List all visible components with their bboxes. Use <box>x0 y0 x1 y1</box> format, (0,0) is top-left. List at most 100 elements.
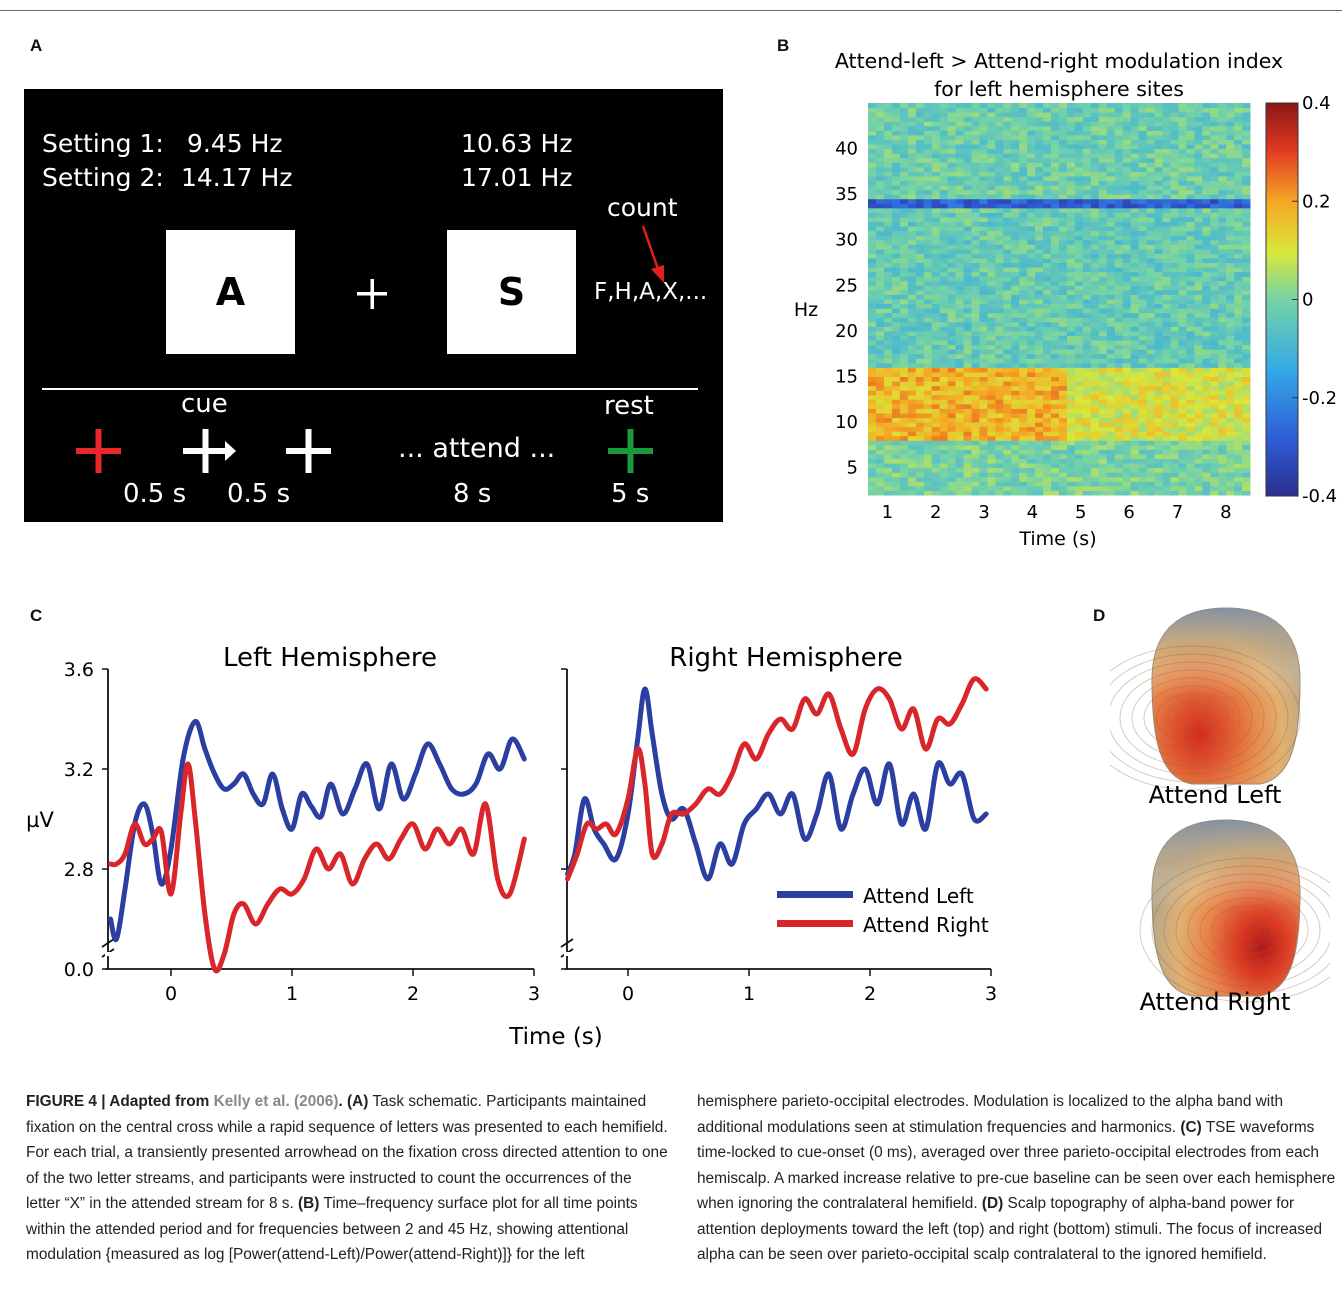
heatmap-cell <box>1082 271 1092 277</box>
heatmap-cell <box>1218 344 1227 350</box>
heatmap-cell <box>1210 157 1219 163</box>
heatmap-cell <box>1082 285 1092 291</box>
heatmap-cell <box>1226 267 1235 273</box>
heatmap-cell <box>1114 294 1124 300</box>
heatmap-cell <box>907 403 917 409</box>
axis-break-gap <box>105 952 111 956</box>
heatmap-cell <box>995 381 1004 387</box>
heatmap-cell <box>963 449 972 455</box>
heatmap-cell <box>1154 376 1163 382</box>
heatmap-cell <box>1114 153 1124 159</box>
heatmap-cell <box>1043 449 1052 455</box>
heatmap-cell <box>1035 412 1044 419</box>
heatmap-cell <box>1122 344 1132 350</box>
heatmap-cell <box>1138 308 1148 314</box>
heatmap-cell <box>868 253 877 259</box>
heatmap-cell <box>979 381 988 387</box>
caption-d-label: (D) <box>981 1195 1004 1212</box>
heatmap-cell <box>1035 449 1044 455</box>
heatmap-cell <box>1122 221 1132 227</box>
heatmap-cell <box>1202 230 1211 236</box>
heatmap-cell <box>1202 235 1211 241</box>
heatmap-cell <box>1011 340 1020 346</box>
heatmap-cell <box>979 103 988 109</box>
heatmap-cell <box>899 216 909 223</box>
contour-line <box>1110 645 1301 791</box>
heatmap-cell <box>1122 185 1132 191</box>
heatmap-cell <box>955 235 964 241</box>
heatmap-cell <box>1114 390 1124 396</box>
heatmap-cell <box>1194 271 1203 277</box>
heatmap-cell <box>1186 431 1195 437</box>
heatmap-x-tick-label: 5 <box>1075 502 1086 523</box>
heatmap-cell <box>1011 440 1020 446</box>
heatmap-cell <box>1154 130 1163 136</box>
heatmap-cell <box>915 412 925 419</box>
heatmap-cell <box>987 112 996 118</box>
heatmap-cell <box>1090 116 1100 122</box>
heatmap-cell <box>1106 235 1116 241</box>
heatmap-cell <box>899 171 909 177</box>
heatmap-cell <box>1019 162 1028 168</box>
heatmap-cell <box>987 467 996 473</box>
heatmap-cell <box>923 458 933 464</box>
heatmap-cell <box>923 112 933 118</box>
heatmap-cell <box>1051 112 1060 118</box>
heatmap-cell <box>1090 317 1100 323</box>
heatmap-cell <box>971 271 980 277</box>
heatmap-cell <box>931 226 941 232</box>
heatmap-cell <box>1114 408 1124 414</box>
heatmap-cell <box>1059 153 1068 159</box>
heatmap-cell <box>979 153 988 159</box>
heatmap-cell <box>1194 330 1203 336</box>
heatmap-cell <box>1059 280 1068 286</box>
heatmap-cell <box>1146 248 1155 254</box>
heatmap-cell <box>947 294 957 300</box>
heatmap-cell <box>1186 321 1195 327</box>
heatmap-x-label: Time (s) <box>1018 528 1096 550</box>
heatmap-cell <box>947 253 957 259</box>
heatmap-cell <box>1194 166 1203 172</box>
heatmap-cell <box>1130 244 1140 250</box>
heatmap-cell <box>955 271 964 277</box>
heatmap-cell <box>875 399 885 405</box>
heatmap-cell <box>1090 207 1100 213</box>
heatmap-cell <box>1146 399 1155 405</box>
heatmap-cell <box>995 312 1004 318</box>
heatmap-cell <box>995 289 1004 295</box>
heatmap-cell <box>1162 103 1171 109</box>
heatmap-cell <box>1035 207 1044 213</box>
heatmap-cell <box>923 166 933 172</box>
heatmap-cell <box>1154 253 1163 259</box>
heatmap-cell <box>1234 412 1243 419</box>
heatmap-cell <box>1194 112 1203 118</box>
heatmap-cell <box>891 130 901 136</box>
heatmap-cell <box>971 125 980 131</box>
caption-reference-link[interactable]: Kelly et al. (2006) <box>213 1093 339 1110</box>
heatmap-cell <box>1074 244 1084 250</box>
heatmap-cell <box>1178 175 1187 181</box>
heatmap-cell <box>931 207 941 213</box>
heatmap-cell <box>1043 308 1052 314</box>
heatmap-cell <box>1059 403 1068 409</box>
heatmap-cell <box>1059 426 1068 432</box>
heatmap-cell <box>1019 394 1028 400</box>
heatmap-cell <box>1194 139 1203 145</box>
heatmap-cell <box>875 125 885 131</box>
heatmap-cell <box>1106 244 1116 250</box>
heatmap-cell <box>1082 431 1092 437</box>
heatmap-cell <box>979 148 988 154</box>
heatmap-cell <box>1178 121 1187 127</box>
heatmap-cell <box>1162 116 1171 122</box>
heatmap-cell <box>1003 299 1012 305</box>
heatmap-cell <box>1154 485 1163 491</box>
heatmap-cell <box>1234 390 1243 396</box>
heatmap-cell <box>971 162 980 168</box>
heatmap-cell <box>1234 463 1243 469</box>
heatmap-cell <box>971 312 980 318</box>
setting1-right-freq: 10.63 Hz <box>461 129 573 158</box>
heatmap-cell <box>1051 335 1060 341</box>
heatmap-cell <box>1003 312 1012 318</box>
heatmap-cell <box>1082 476 1092 482</box>
heatmap-cell <box>1035 144 1044 150</box>
